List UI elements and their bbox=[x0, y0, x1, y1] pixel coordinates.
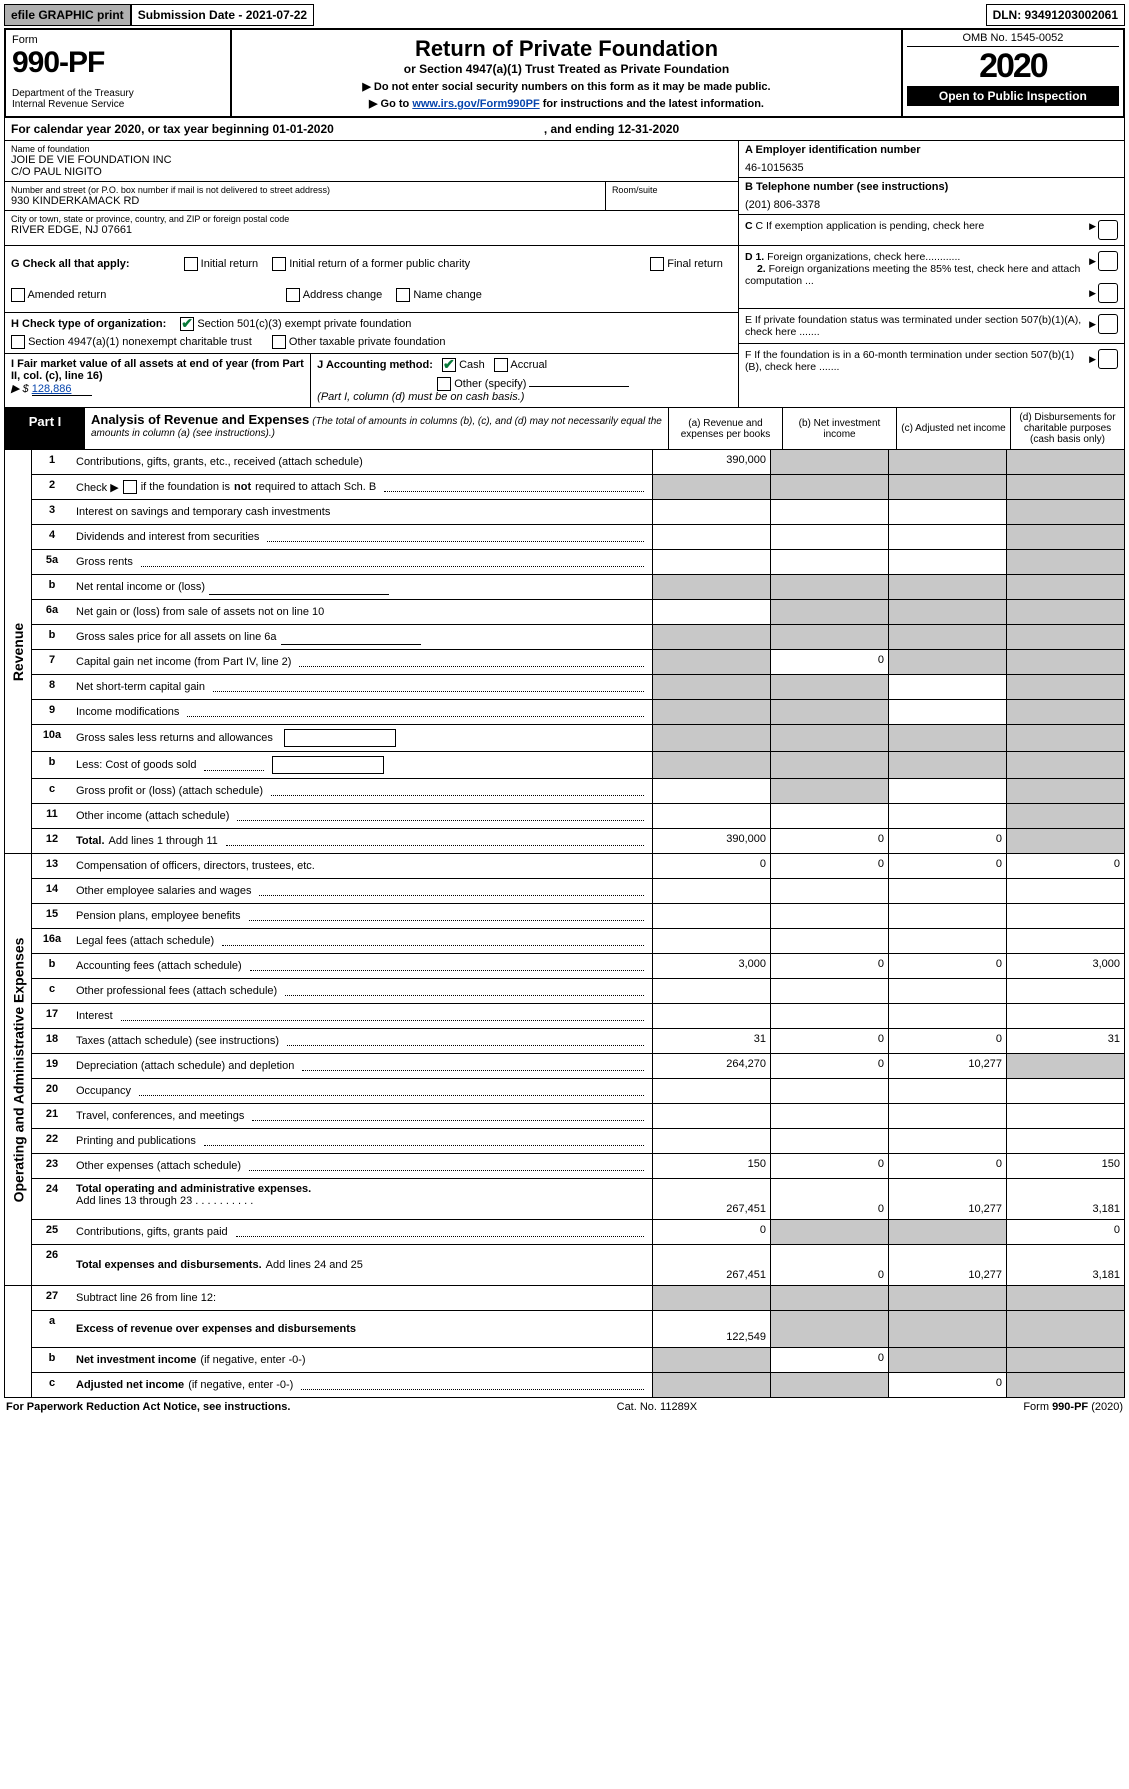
omb-number: OMB No. 1545-0052 bbox=[907, 32, 1119, 47]
col-d-header: (d) Disbursements for charitable purpose… bbox=[1010, 408, 1124, 449]
j-cash-chk[interactable] bbox=[442, 358, 456, 372]
d1-text: Foreign organizations, check here.......… bbox=[767, 251, 960, 263]
instruction-1: ▶ Do not enter social security numbers o… bbox=[238, 80, 895, 93]
efile-button[interactable]: efile GRAPHIC print bbox=[4, 4, 131, 26]
expenses-side-label: Operating and Administrative Expenses bbox=[5, 854, 32, 1285]
j-accrual-chk[interactable] bbox=[494, 358, 508, 372]
fmv-value[interactable]: 128,886 bbox=[32, 383, 92, 396]
part1-label: Part I bbox=[5, 408, 85, 449]
ein-label: A Employer identification number bbox=[745, 144, 1118, 156]
revenue-side-label: Revenue bbox=[5, 450, 32, 853]
page-footer: For Paperwork Reduction Act Notice, see … bbox=[4, 1398, 1125, 1416]
name-label: Name of foundation bbox=[11, 144, 732, 154]
revenue-table: Revenue 1Contributions, gifts, grants, e… bbox=[4, 450, 1125, 854]
g-name-change-chk[interactable] bbox=[396, 288, 410, 302]
phone-label: B Telephone number (see instructions) bbox=[745, 181, 1118, 193]
form-subtitle: or Section 4947(a)(1) Trust Treated as P… bbox=[238, 62, 895, 76]
i-label: I Fair market value of all assets at end… bbox=[11, 358, 304, 382]
part1-header: Part I Analysis of Revenue and Expenses … bbox=[4, 408, 1125, 450]
instruction-2: ▶ Go to www.irs.gov/Form990PF for instru… bbox=[238, 97, 895, 110]
tax-year: 2020 bbox=[907, 47, 1119, 86]
open-public-badge: Open to Public Inspection bbox=[907, 86, 1119, 106]
part1-title: Analysis of Revenue and Expenses bbox=[91, 412, 309, 427]
form-ref: Form 990-PF (2020) bbox=[1023, 1401, 1123, 1413]
g-initial-return-chk[interactable] bbox=[184, 257, 198, 271]
h-other-taxable-chk[interactable] bbox=[272, 335, 286, 349]
col-c-header: (c) Adjusted net income bbox=[896, 408, 1010, 449]
city-state-zip: RIVER EDGE, NJ 07661 bbox=[11, 224, 732, 236]
ein-value: 46-1015635 bbox=[745, 162, 1118, 174]
dln: DLN: 93491203002061 bbox=[986, 4, 1125, 26]
check-section: G Check all that apply: Initial return I… bbox=[4, 246, 1125, 408]
dept-treasury: Department of the Treasury Internal Reve… bbox=[12, 88, 224, 110]
g-final-return-chk[interactable] bbox=[650, 257, 664, 271]
top-bar: efile GRAPHIC print Submission Date - 20… bbox=[4, 4, 1125, 26]
d2-checkbox[interactable] bbox=[1098, 283, 1118, 303]
info-grid: Name of foundation JOIE DE VIE FOUNDATIO… bbox=[4, 141, 1125, 246]
calendar-year-row: For calendar year 2020, or tax year begi… bbox=[4, 118, 1125, 141]
j-note: (Part I, column (d) must be on cash basi… bbox=[317, 391, 524, 403]
irs-link[interactable]: www.irs.gov/Form990PF bbox=[412, 98, 539, 110]
box-c-checkbox[interactable] bbox=[1098, 220, 1118, 240]
paperwork-notice: For Paperwork Reduction Act Notice, see … bbox=[6, 1401, 290, 1413]
g-address-change-chk[interactable] bbox=[286, 288, 300, 302]
form-title: Return of Private Foundation bbox=[238, 36, 895, 62]
form-word: Form bbox=[12, 34, 224, 46]
d2-text: Foreign organizations meeting the 85% te… bbox=[745, 263, 1080, 287]
schb-chk[interactable] bbox=[123, 480, 137, 494]
care-of: C/O PAUL NIGITO bbox=[11, 166, 732, 178]
summary-table: 27Subtract line 26 from line 12: aExcess… bbox=[4, 1286, 1125, 1398]
g-label: G Check all that apply: bbox=[11, 258, 130, 270]
col-a-header: (a) Revenue and expenses per books bbox=[668, 408, 782, 449]
addr-label: Number and street (or P.O. box number if… bbox=[11, 185, 599, 195]
e-text: E If private foundation status was termi… bbox=[745, 314, 1089, 338]
form-number: 990-PF bbox=[12, 46, 224, 80]
g-initial-former-chk[interactable] bbox=[272, 257, 286, 271]
h-501c3-chk[interactable] bbox=[180, 317, 194, 331]
city-label: City or town, state or province, country… bbox=[11, 214, 732, 224]
f-checkbox[interactable] bbox=[1098, 349, 1118, 369]
cat-no: Cat. No. 11289X bbox=[617, 1401, 698, 1413]
e-checkbox[interactable] bbox=[1098, 314, 1118, 334]
g-amended-chk[interactable] bbox=[11, 288, 25, 302]
foundation-name: JOIE DE VIE FOUNDATION INC bbox=[11, 154, 732, 166]
form-header: Form 990-PF Department of the Treasury I… bbox=[4, 28, 1125, 118]
h-label: H Check type of organization: bbox=[11, 318, 166, 330]
f-text: F If the foundation is in a 60-month ter… bbox=[745, 349, 1089, 373]
expenses-table: Operating and Administrative Expenses 13… bbox=[4, 854, 1125, 1286]
d1-checkbox[interactable] bbox=[1098, 251, 1118, 271]
box-c-text: C C If exemption application is pending,… bbox=[745, 220, 1089, 232]
submission-date: Submission Date - 2021-07-22 bbox=[131, 4, 314, 26]
h-4947-chk[interactable] bbox=[11, 335, 25, 349]
col-b-header: (b) Net investment income bbox=[782, 408, 896, 449]
room-suite-label: Room/suite bbox=[606, 182, 738, 210]
phone-value: (201) 806-3378 bbox=[745, 199, 1118, 211]
street-address: 930 KINDERKAMACK RD bbox=[11, 195, 599, 207]
j-label: J Accounting method: bbox=[317, 359, 433, 371]
j-other-chk[interactable] bbox=[437, 377, 451, 391]
